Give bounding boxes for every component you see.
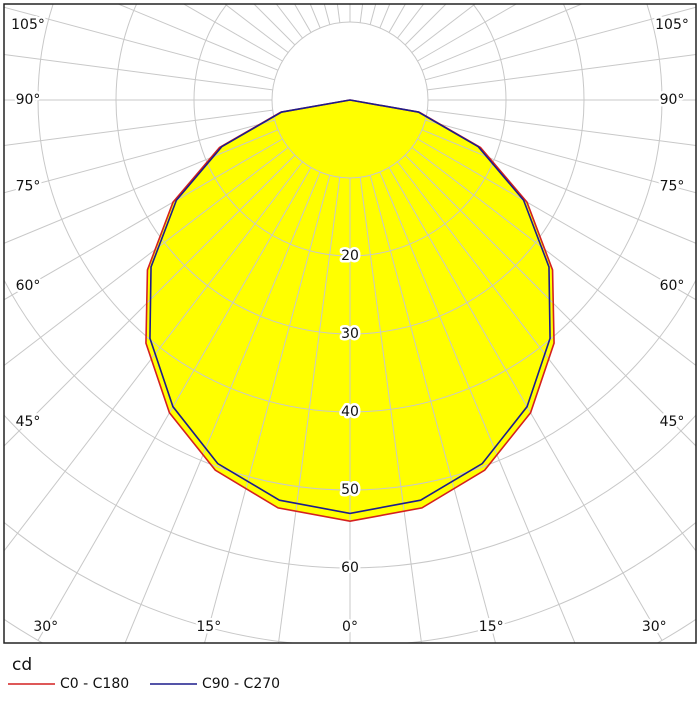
grid-spoke [4,109,273,147]
frame [3,3,697,644]
grid-spoke [425,119,696,194]
angle-tick-label: 60° [660,278,685,294]
angle-tick-label: 75° [660,178,685,194]
grid-spoke [421,129,696,244]
grid-spoke [4,6,275,81]
grid-spoke [4,138,283,301]
angle-tick-label: 30° [642,619,667,635]
grid-spoke [411,147,696,367]
grid-spoke [278,177,341,643]
angle-tick-label: 105° [11,17,45,33]
labels: 20 30 40 50 60 105° 90° 75° 60° 45° 30° 15° 0° 15° 30°… [9,15,692,638]
grid-spoke [124,171,321,643]
grid-spoke [4,161,303,552]
r-tick-label: 40 [341,404,359,420]
angle-tick-label: 75° [16,178,41,194]
grid-spoke [388,167,663,641]
angle-tick-label: 105° [655,17,689,33]
legend: C0 - C180 C90 - C270 [8,676,280,692]
angle-tick-label: 45° [660,414,685,430]
grid-spoke [182,4,283,62]
grid-spoke [427,109,696,147]
grid-spoke [203,175,331,643]
r-tick-label: 30 [341,326,359,342]
grid-spoke [37,167,312,641]
grid-spoke [4,53,273,91]
angle-tick-label: 15° [479,619,504,635]
angle-tick-label: 0° [342,619,358,635]
grid-spoke [379,171,576,643]
unit-label: cd [12,655,32,675]
grid-spoke [4,147,289,367]
grid-spoke [421,4,584,71]
grid-spoke [425,6,696,81]
grid-spoke [417,138,696,301]
grid-spoke [4,129,279,244]
curve [149,99,551,515]
angle-tick-label: 30° [33,619,58,635]
r-tick-label: 50 [341,482,359,498]
grid-spoke [404,154,696,447]
grid-spoke [359,177,422,643]
legend-label: C90 - C270 [202,676,280,692]
grid-spoke [4,119,275,194]
angle-tick-label: 60° [16,278,41,294]
curve [145,99,555,523]
r-tick-label: 20 [341,248,359,264]
angle-tick-label: 15° [196,619,221,635]
grid-spoke [417,4,518,62]
angle-tick-label: 45° [16,414,41,430]
grid-spoke [427,53,696,91]
grid-spoke [4,154,296,447]
grid-spoke [397,161,696,552]
angle-tick-label: 90° [16,92,41,108]
angle-tick-label: 90° [660,92,685,108]
r-tick-label: 60 [341,560,359,576]
grid-spoke [369,175,497,643]
grid-spoke [116,4,279,71]
legend-label: C0 - C180 [60,676,129,692]
